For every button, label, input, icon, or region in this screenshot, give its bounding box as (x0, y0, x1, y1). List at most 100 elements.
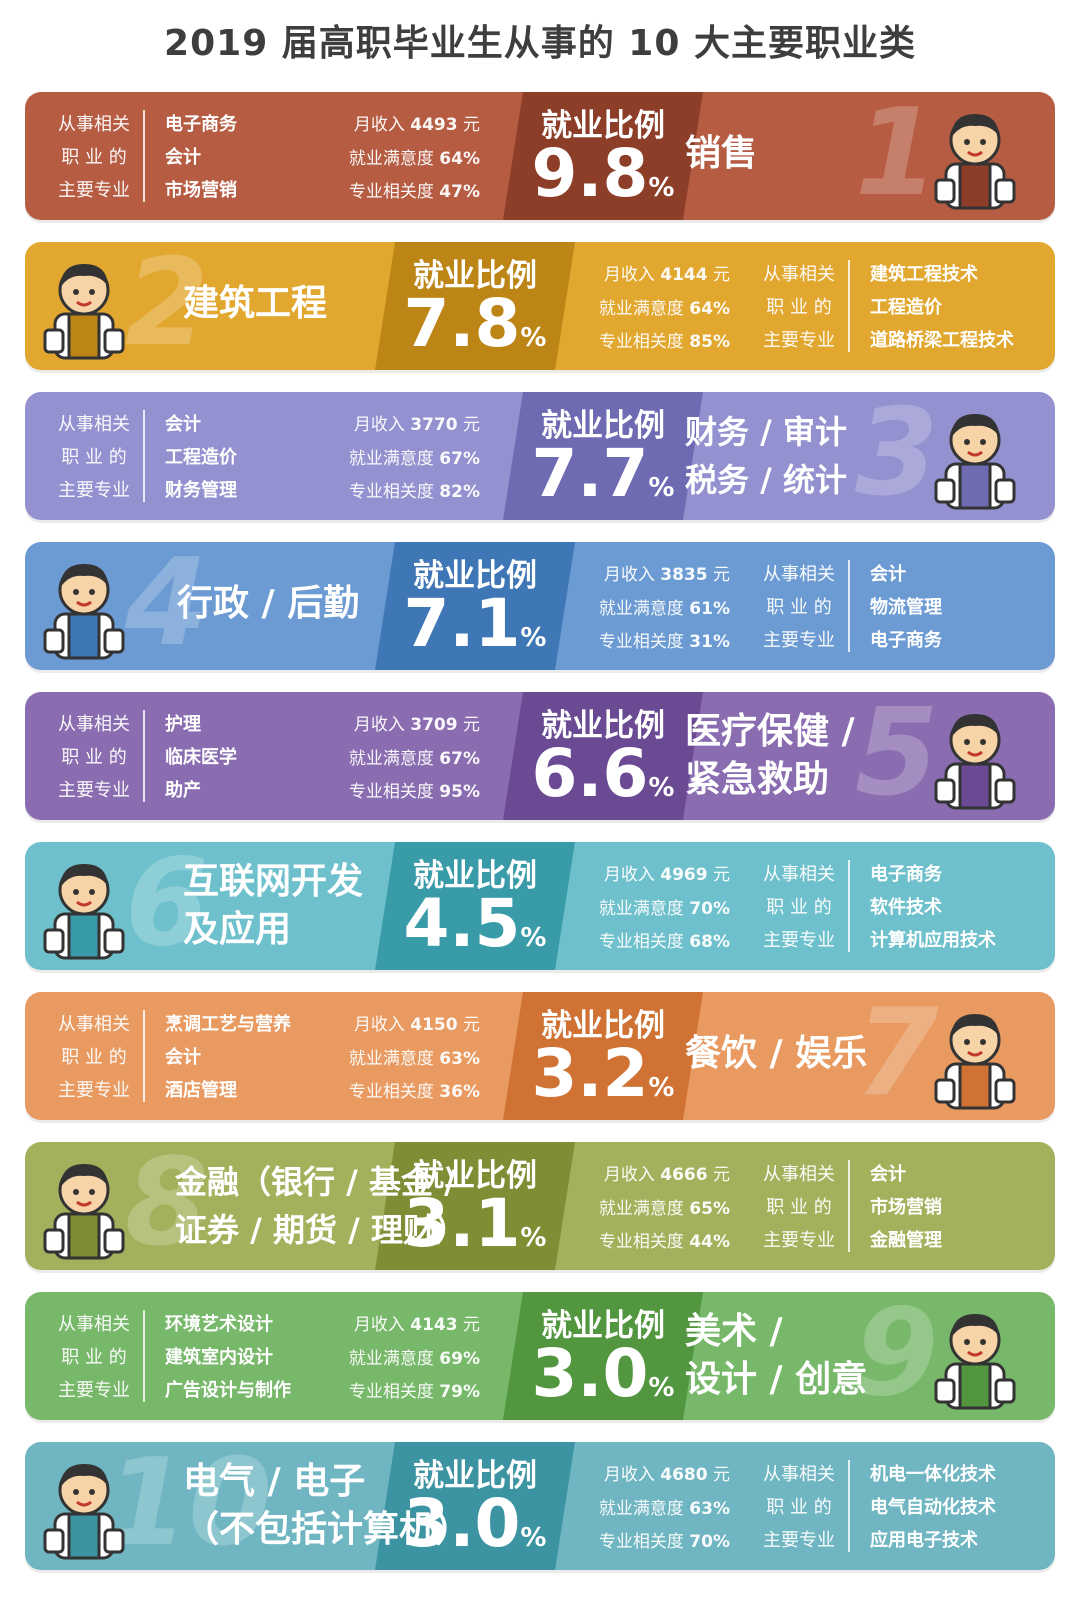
job-stats: 月收入 3709 元就业满意度 67% 专业相关度 95% (290, 710, 480, 802)
relevance-stat: 专业相关度 44% (598, 1232, 730, 1252)
ratio-value: 6.6% (503, 734, 703, 820)
job-stats: 月收入 4666 元就业满意度 65% 专业相关度 44% (540, 1160, 730, 1252)
satisfaction-value: 64% (439, 148, 480, 169)
satisfaction-stat: 就业满意度 64% (598, 298, 730, 319)
job-title: 财务 / 审计 税务 / 统计 (685, 408, 847, 504)
job-title-line: 及应用 (183, 909, 292, 950)
avatar-icon (39, 1452, 129, 1560)
label-line: 职 业 的 (766, 597, 832, 618)
relevance-value: 44% (689, 1232, 730, 1252)
related-majors-label: 从事相关职 业 的主要专业 (750, 1460, 850, 1552)
avatar-icon (39, 552, 129, 660)
job-stats: 月收入 4680 元就业满意度 63% 专业相关度 70% (540, 1460, 730, 1552)
employment-ratio: 就业比例 7.7% (503, 392, 703, 520)
ratio-pct: % (648, 1073, 675, 1103)
employment-ratio: 就业比例 4.5% (375, 842, 575, 970)
ratio-value: 7.1% (375, 584, 575, 670)
ratio-number: 3.2 (531, 1035, 649, 1112)
employment-ratio: 就业比例 3.2% (503, 992, 703, 1120)
job-title-line: 设计 / 创意 (685, 1359, 868, 1400)
employment-ratio: 就业比例 7.1% (375, 542, 575, 670)
major-item: 会计 (165, 1047, 201, 1068)
major-item: 财务管理 (165, 480, 237, 501)
income-stat: 月收入 4969 元 (603, 865, 730, 885)
major-item: 机电一体化技术 (870, 1464, 996, 1485)
satisfaction-stat: 就业满意度 70% (598, 898, 730, 919)
ratio-label: 就业比例 (541, 708, 665, 744)
satisfaction-stat: 就业满意度 63% (348, 1048, 480, 1069)
occupation-card: 9 从事相关职 业 的主要专业 环境艺术设计 建筑室内设计 广告设计与制作 月收入 414… (25, 1292, 1055, 1420)
label-line: 主要专业 (58, 480, 130, 501)
job-title: 餐饮 / 娱乐 (685, 1030, 867, 1078)
occupation-card: 7 从事相关职 业 的主要专业 烹调工艺与营养 会计 酒店管理 月收入 4150 元就业满… (25, 992, 1055, 1120)
related-majors-label: 从事相关职 业 的主要专业 (45, 1010, 145, 1102)
label-line: 主要专业 (763, 330, 835, 351)
employment-ratio: 就业比例 3.0% (503, 1292, 703, 1420)
satisfaction-stat: 就业满意度 65% (598, 1198, 730, 1219)
ratio-pct: % (520, 923, 547, 953)
income-stat: 月收入 4144 元 (603, 265, 730, 285)
rank-number: 8 (125, 1142, 209, 1270)
label-line: 主要专业 (763, 630, 835, 651)
major-item: 会计 (165, 414, 201, 435)
job-title-line: 美术 / (685, 1311, 783, 1352)
related-majors-list: 环境艺术设计 建筑室内设计 广告设计与制作 (165, 1310, 291, 1402)
job-title-line: 餐饮 / 娱乐 (685, 1033, 868, 1074)
occupation-card: 6 从事相关职 业 的主要专业 电子商务 软件技术 计算机应用技术 月收入 4969 元就… (25, 842, 1055, 970)
ratio-value: 7.7% (503, 434, 703, 520)
ratio-value: 9.8% (503, 134, 703, 220)
major-item: 会计 (870, 564, 906, 585)
job-title-line: 紧急救助 (685, 759, 830, 800)
major-item: 会计 (165, 147, 201, 168)
major-item: 电气自动化技术 (870, 1497, 996, 1518)
satisfaction-value: 64% (689, 298, 730, 319)
label-line: 从事相关 (763, 564, 835, 585)
job-title-line: 销售 (685, 133, 758, 174)
income-stat: 月收入 4666 元 (603, 1165, 730, 1185)
major-item: 金融管理 (870, 1230, 942, 1251)
major-item: 软件技术 (870, 897, 942, 918)
occupation-card: 2 从事相关职 业 的主要专业 建筑工程技术 工程造价 道路桥梁工程技术 月收入 4144… (25, 242, 1055, 370)
job-title-line: 互联网开发 (183, 861, 364, 902)
related-majors: 从事相关职 业 的主要专业 电子商务 会计 市场营销 (45, 110, 345, 202)
ratio-label: 就业比例 (541, 108, 665, 144)
major-item: 道路桥梁工程技术 (870, 330, 1014, 351)
major-item: 环境艺术设计 (165, 1314, 273, 1335)
occupation-card: 4 从事相关职 业 的主要专业 会计 物流管理 电子商务 月收入 3835 元就业满意度 … (25, 542, 1055, 670)
relevance-value: 82% (439, 482, 480, 502)
avatar-icon (39, 852, 129, 960)
income-value: 3770 (410, 415, 458, 435)
relevance-value: 68% (689, 932, 730, 952)
related-majors-list: 烹调工艺与营养 会计 酒店管理 (165, 1010, 291, 1102)
income-stat: 月收入 3835 元 (603, 565, 730, 585)
income-value: 4150 (410, 1015, 458, 1035)
related-majors-list: 建筑工程技术 工程造价 道路桥梁工程技术 (870, 260, 1014, 352)
income-stat: 月收入 3709 元 (353, 715, 480, 735)
related-majors: 从事相关职 业 的主要专业 环境艺术设计 建筑室内设计 广告设计与制作 (45, 1310, 345, 1402)
rank-number: 3 (855, 392, 939, 520)
relevance-stat: 专业相关度 85% (598, 332, 730, 352)
job-title-line: 医疗保健 / (685, 711, 855, 752)
major-item: 应用电子技术 (870, 1530, 978, 1551)
related-majors: 从事相关职 业 的主要专业 会计 物流管理 电子商务 (750, 560, 1050, 652)
label-line: 从事相关 (763, 1464, 835, 1485)
major-item: 广告设计与制作 (165, 1380, 291, 1401)
ratio-number: 7.8 (403, 285, 521, 362)
job-title-line: 证券 / 期货 / 理财） (175, 1211, 467, 1249)
major-item: 助产 (165, 780, 201, 801)
income-stat: 月收入 4150 元 (353, 1015, 480, 1035)
rank-number: 1 (855, 92, 939, 220)
satisfaction-value: 63% (439, 1048, 480, 1069)
occupation-card: 1 从事相关职 业 的主要专业 电子商务 会计 市场营销 月收入 4493 元就业满意度 … (25, 92, 1055, 220)
job-title-line: 行政 / 后勤 (177, 583, 360, 624)
relevance-stat: 专业相关度 70% (598, 1532, 730, 1552)
related-majors-list: 机电一体化技术 电气自动化技术 应用电子技术 (870, 1460, 996, 1552)
rank-number: 10 (105, 1442, 272, 1570)
related-majors-label: 从事相关职 业 的主要专业 (750, 1160, 850, 1252)
label-line: 从事相关 (763, 864, 835, 885)
job-title-line: 建筑工程 (183, 283, 328, 324)
label-line: 职 业 的 (61, 1347, 127, 1368)
label-line: 从事相关 (58, 414, 130, 435)
relevance-value: 70% (689, 1532, 730, 1552)
job-stats: 月收入 3770 元就业满意度 67% 专业相关度 82% (290, 410, 480, 502)
